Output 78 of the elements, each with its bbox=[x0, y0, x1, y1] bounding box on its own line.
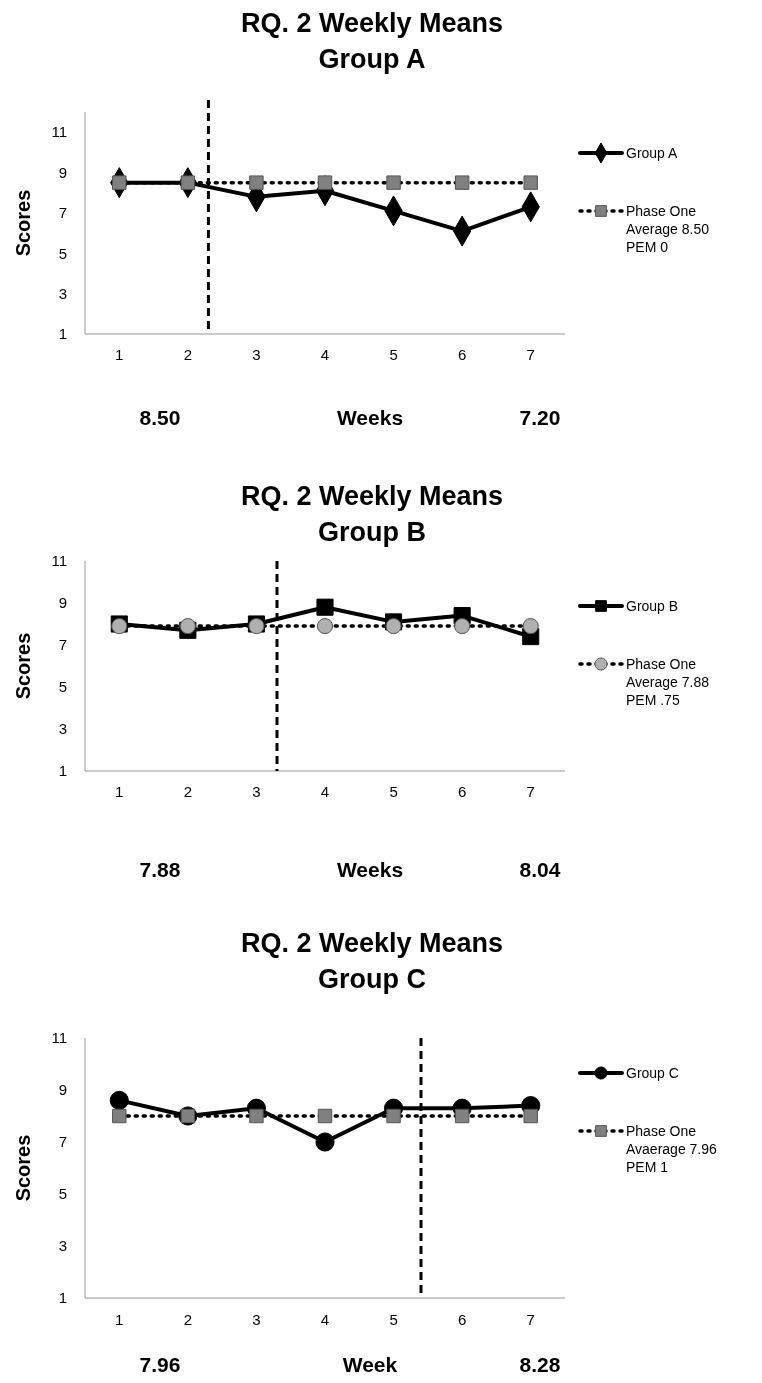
x-tick-label: 6 bbox=[457, 1311, 467, 1328]
point bbox=[454, 618, 471, 635]
x-tick-label: 7 bbox=[526, 1311, 535, 1328]
x-tick-label: 5 bbox=[389, 346, 398, 363]
x-tick-label: 7 bbox=[526, 783, 535, 800]
y-tick-label: 7 bbox=[58, 204, 67, 222]
point bbox=[523, 1108, 538, 1124]
point bbox=[249, 1108, 264, 1124]
x-tick-label: 2 bbox=[183, 346, 193, 363]
y-tick-label: 9 bbox=[58, 594, 67, 612]
point bbox=[454, 175, 470, 190]
point bbox=[315, 1132, 335, 1152]
y-axis-title: Scores bbox=[12, 189, 34, 257]
y-tick-label: 11 bbox=[51, 552, 67, 570]
point bbox=[386, 1108, 401, 1124]
y-tick-label: 3 bbox=[58, 1237, 67, 1255]
x-tick-label: 3 bbox=[252, 1311, 261, 1328]
text: 7.88 bbox=[139, 858, 181, 881]
point bbox=[109, 1090, 129, 1110]
text: 7.96 bbox=[139, 1353, 181, 1376]
point bbox=[523, 175, 538, 190]
point bbox=[316, 618, 334, 635]
x-tick-label: 2 bbox=[183, 1311, 193, 1328]
x-axis-title: Weeks bbox=[336, 406, 404, 429]
point bbox=[385, 618, 402, 635]
point bbox=[179, 618, 196, 635]
y-tick-label: 5 bbox=[58, 678, 67, 696]
point bbox=[249, 175, 264, 190]
legend-label: Group C bbox=[626, 1065, 679, 1081]
y-tick-label: 7 bbox=[58, 636, 67, 654]
y-tick-label: 9 bbox=[58, 1081, 67, 1099]
text: 7.20 bbox=[519, 406, 561, 429]
legend-label: Group A bbox=[626, 145, 679, 161]
y-tick-label: 7 bbox=[58, 1133, 67, 1151]
x-tick-label: 5 bbox=[389, 783, 398, 800]
legend-label: Group B bbox=[626, 598, 679, 614]
legend-label: Phase One Average 7.88 PEM .75 bbox=[626, 656, 710, 708]
text: 8.28 bbox=[519, 1353, 561, 1376]
point bbox=[454, 1108, 470, 1124]
x-tick-label: 3 bbox=[252, 346, 261, 363]
x-tick-label: 6 bbox=[457, 783, 467, 800]
legend-label: Phase One Average 8.50 PEM 0 bbox=[626, 203, 710, 255]
y-tick-label: 11 bbox=[51, 1029, 67, 1047]
y-axis-title: Scores bbox=[12, 1134, 34, 1202]
y-tick-label: 5 bbox=[58, 244, 67, 262]
y-tick-label: 1 bbox=[58, 1289, 67, 1307]
x-axis-title: Week bbox=[342, 1353, 398, 1376]
y-tick-label: 1 bbox=[58, 325, 67, 343]
y-axis-title: Scores bbox=[12, 632, 34, 700]
text: 8.04 bbox=[519, 858, 561, 881]
x-tick-label: 1 bbox=[115, 783, 124, 800]
x-tick-label: 4 bbox=[320, 1311, 330, 1328]
y-tick-label: 3 bbox=[58, 720, 67, 738]
x-tick-label: 6 bbox=[457, 346, 467, 363]
y-tick-label: 5 bbox=[58, 1185, 67, 1203]
text: 8.50 bbox=[139, 406, 181, 429]
x-tick-label: 4 bbox=[320, 346, 330, 363]
x-tick-label: 5 bbox=[389, 1311, 398, 1328]
y-tick-label: 9 bbox=[58, 163, 67, 181]
y-tick-label: 1 bbox=[58, 762, 67, 780]
point bbox=[386, 175, 401, 190]
y-tick-label: 11 bbox=[51, 123, 67, 141]
x-tick-label: 1 bbox=[115, 346, 124, 363]
chart-title: RQ. 2 Weekly Means Group B bbox=[240, 481, 504, 547]
chart-title: RQ. 2 Weekly Means Group C bbox=[240, 928, 504, 994]
x-tick-label: 2 bbox=[183, 783, 193, 800]
x-tick-label: 1 bbox=[115, 1311, 124, 1328]
point bbox=[316, 598, 334, 616]
x-tick-label: 4 bbox=[320, 783, 330, 800]
chart-title: RQ. 2 Weekly Means Group A bbox=[240, 8, 504, 74]
x-tick-label: 7 bbox=[526, 346, 535, 363]
legend-label: Phase One Avaerage 7.96 PEM 1 bbox=[626, 1123, 718, 1175]
x-tick-label: 3 bbox=[252, 783, 261, 800]
y-tick-label: 3 bbox=[58, 284, 67, 302]
point bbox=[522, 618, 539, 635]
point bbox=[317, 1108, 333, 1124]
x-axis-title: Weeks bbox=[336, 858, 404, 881]
point bbox=[112, 1108, 127, 1124]
